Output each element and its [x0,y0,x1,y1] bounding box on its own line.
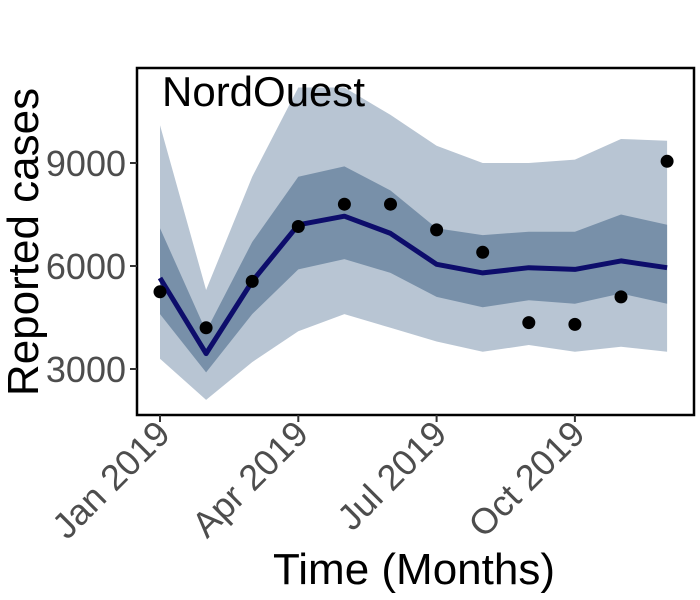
x-tick-label: Oct 2019 [460,413,592,545]
observed-point [199,321,213,335]
inner-interval-band [160,166,668,373]
x-axis-title: Time (Months) [273,545,555,594]
observed-point [660,154,674,168]
x-tick-label: Jan 2019 [44,413,178,547]
observed-point [614,290,628,304]
observed-point [153,285,167,299]
observed-point [337,197,351,211]
x-axis: Jan 2019 Apr 2019 Jul 2019 Oct 2019 [44,413,593,547]
x-tick-label: Jul 2019 [329,413,454,538]
y-tick-label: 3000 [46,349,126,390]
x-tick-label: Apr 2019 [184,413,316,545]
point-layer [153,154,674,335]
line-layer [157,213,668,357]
y-tick-label: 9000 [46,143,126,184]
observed-point [291,220,305,233]
observed-point [245,274,259,288]
observed-point [522,316,536,330]
plot-frame [135,66,696,417]
panel-label: NordOuest [162,68,365,115]
observed-point [384,197,397,211]
ribbon-layer [160,87,668,400]
y-axis: 3000 6000 9000 [46,143,137,390]
median-line [157,213,668,357]
observed-point [476,245,490,259]
y-tick-label: 6000 [46,246,126,287]
observed-point [430,223,444,237]
y-axis-title: Reported cases [0,88,48,396]
observed-point [568,317,582,331]
